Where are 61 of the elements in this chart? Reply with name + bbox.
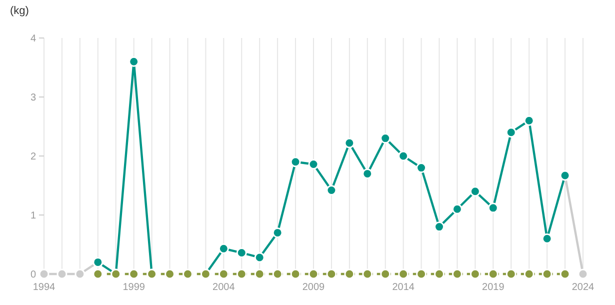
- point: [236, 248, 247, 258]
- point: [254, 252, 265, 263]
- point: [560, 268, 570, 280]
- point: [74, 268, 86, 280]
- point: [506, 268, 516, 280]
- y-tick-label: 4: [30, 34, 36, 44]
- point: [434, 222, 445, 232]
- point: [452, 268, 462, 280]
- point: [434, 268, 445, 280]
- y-tick-label: 0: [30, 270, 36, 280]
- point: [308, 159, 319, 170]
- point: [272, 227, 283, 238]
- point: [452, 204, 462, 214]
- x-tick-label: 1994: [32, 282, 56, 293]
- point: [488, 268, 498, 280]
- point: [92, 268, 104, 280]
- point: [128, 268, 140, 280]
- point: [344, 268, 355, 280]
- x-tick-label: 2014: [392, 282, 415, 293]
- point: [362, 168, 373, 179]
- point: [290, 268, 301, 280]
- point: [470, 186, 480, 197]
- point: [380, 133, 391, 144]
- point: [542, 233, 552, 244]
- point: [578, 268, 588, 280]
- y-tick-label: 3: [30, 92, 36, 104]
- point: [416, 162, 427, 174]
- point: [290, 156, 301, 168]
- x-tick-label: 2004: [212, 282, 236, 293]
- point: [326, 268, 337, 280]
- point: [524, 268, 534, 280]
- point: [182, 268, 193, 280]
- point: [326, 184, 337, 196]
- x-tick-label: 1999: [122, 282, 146, 293]
- point: [470, 268, 480, 280]
- point: [308, 268, 319, 280]
- point: [218, 243, 229, 254]
- point: [362, 268, 373, 280]
- point: [542, 268, 552, 280]
- point: [128, 56, 140, 67]
- point: [218, 268, 229, 280]
- point: [524, 115, 534, 126]
- x-tick-label: 2024: [572, 282, 595, 293]
- point: [236, 268, 247, 280]
- point: [398, 268, 409, 280]
- point: [254, 268, 265, 280]
- point: [506, 127, 516, 138]
- point: [164, 268, 176, 280]
- point: [272, 268, 283, 280]
- point: [38, 268, 50, 280]
- point: [380, 268, 391, 280]
- x-tick-label: 2009: [302, 282, 326, 293]
- point: [416, 268, 427, 280]
- y-tick-label: 1: [30, 210, 36, 222]
- y-axis-title: (kg): [10, 5, 29, 17]
- point: [398, 150, 409, 162]
- y-tick-label: 2: [30, 152, 36, 162]
- point: [344, 138, 355, 148]
- point: [56, 268, 68, 280]
- x-tick-label: 2019: [482, 282, 505, 293]
- point: [488, 202, 498, 214]
